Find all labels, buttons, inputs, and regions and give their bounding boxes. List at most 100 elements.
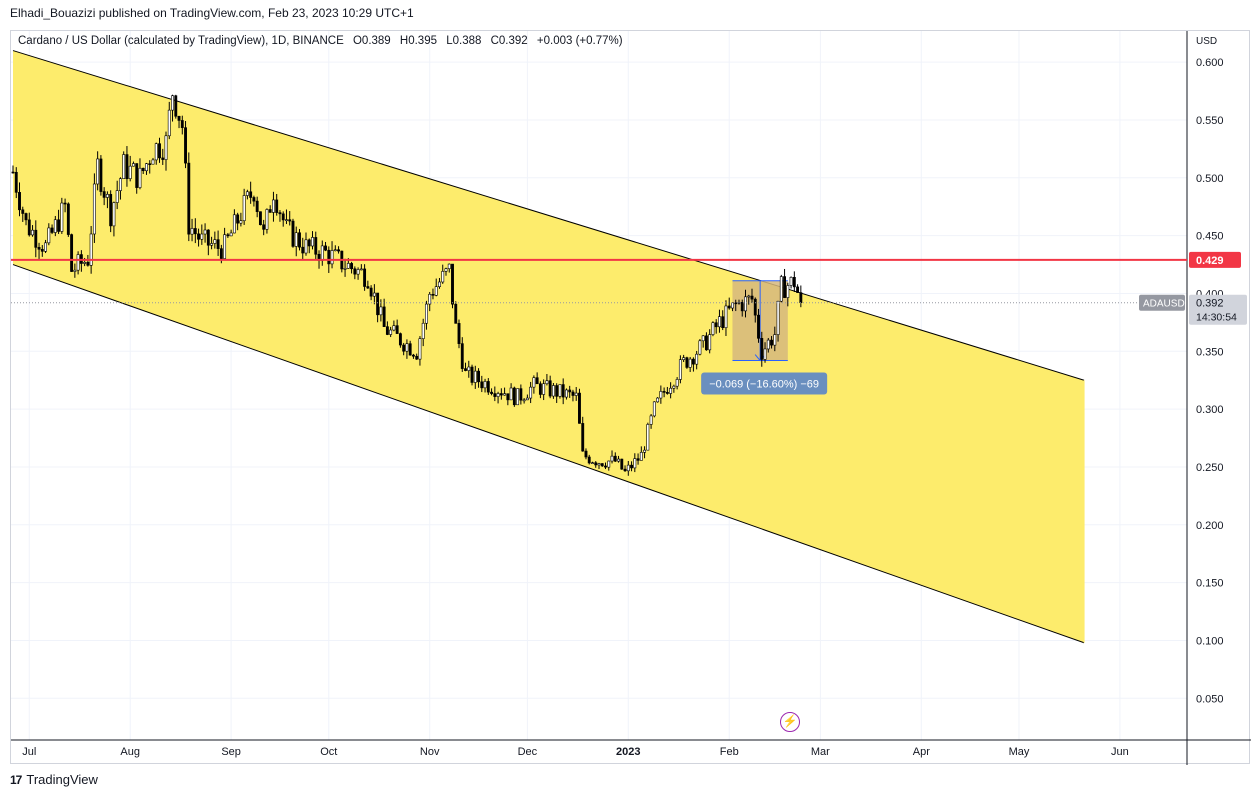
candle (50, 227, 54, 233)
candle (291, 220, 295, 247)
channel-lower-line (12, 264, 1085, 644)
candle (125, 154, 129, 179)
last-price-label-bg (1189, 294, 1247, 325)
y-tick-label: 0.350 (1196, 346, 1224, 358)
symbol-label: ADAUSD (1143, 299, 1185, 310)
candle (519, 388, 523, 401)
candle (607, 460, 611, 468)
candle (525, 397, 529, 401)
candle (298, 232, 301, 248)
candle (438, 281, 441, 287)
candle (89, 233, 93, 266)
candle (206, 229, 210, 246)
candle (174, 95, 178, 117)
y-tick-label: 0.050 (1196, 693, 1224, 705)
candle (242, 195, 246, 222)
candle (112, 202, 116, 227)
candle (11, 171, 15, 174)
candle (656, 397, 660, 403)
candle (542, 383, 546, 395)
y-tick-label: 0.550 (1196, 115, 1224, 127)
candle (327, 249, 331, 265)
candle (483, 381, 487, 389)
candle (320, 245, 324, 261)
tradingview-logo[interactable]: 17 TradingView (10, 772, 98, 787)
candle (66, 203, 70, 235)
candle (115, 190, 119, 203)
flash-icon[interactable]: ⚡ (780, 712, 800, 732)
candle (24, 213, 28, 221)
candle (688, 358, 692, 368)
legend-open: 0.389 (361, 35, 391, 47)
candle (447, 263, 451, 269)
candle (184, 127, 187, 164)
candle (288, 219, 292, 222)
x-tick-label: Apr (913, 746, 930, 758)
candle (639, 452, 643, 461)
candle (516, 388, 520, 406)
candle (343, 268, 347, 270)
candle (141, 167, 145, 172)
measure-label-bg (701, 372, 828, 395)
candle (760, 338, 764, 360)
candle (268, 209, 272, 213)
candle (428, 293, 432, 305)
candle (395, 325, 399, 334)
candle (659, 391, 663, 399)
candle (737, 302, 741, 304)
candle (490, 391, 494, 394)
candle (698, 340, 702, 355)
legend-open-label: O (352, 35, 362, 47)
candle (643, 449, 647, 453)
publisher-info: Elhadi_Bouazizi published on TradingView… (10, 6, 414, 20)
chart-frame[interactable]: 0.600 0.550 0.500 0.450 0.400 0.350 0.300 0.250… (10, 30, 1251, 765)
candle (132, 163, 135, 167)
x-tick-label: Dec (518, 746, 538, 758)
candle (96, 158, 100, 185)
x-tick-label: Feb (720, 746, 739, 758)
candle (245, 191, 249, 196)
candle (70, 234, 74, 272)
candle (610, 455, 614, 462)
candle (372, 292, 376, 297)
candle (548, 380, 552, 397)
candle (154, 143, 158, 161)
candle (571, 391, 575, 396)
candle (236, 214, 240, 224)
candle (766, 339, 770, 350)
candle (727, 305, 731, 309)
candle (649, 415, 653, 425)
candle (118, 178, 122, 191)
candle (366, 286, 370, 289)
y-tick-label: 0.450 (1196, 231, 1224, 243)
candle (258, 211, 262, 226)
candle (636, 458, 640, 461)
candle (630, 464, 633, 469)
candle (444, 268, 448, 272)
chart-legend: Cardano / US Dollar (calculated by Tradi… (18, 35, 623, 47)
candle (623, 468, 627, 472)
candle (522, 399, 526, 402)
candle (177, 115, 181, 121)
candle (617, 458, 620, 462)
candle (551, 385, 555, 397)
candle (301, 246, 305, 254)
candle (330, 250, 334, 265)
candle (652, 401, 656, 417)
candle (695, 353, 699, 365)
candle (304, 239, 308, 254)
legend-high-label: H (399, 35, 409, 47)
candle (600, 463, 604, 467)
candle (704, 335, 708, 351)
candle (529, 386, 533, 399)
candle (262, 224, 266, 230)
candle (789, 276, 793, 286)
candle (57, 219, 61, 232)
candle (669, 387, 673, 394)
candle (796, 286, 800, 293)
candle (53, 219, 57, 233)
candle (363, 268, 367, 287)
candle (724, 305, 728, 329)
candle (249, 191, 253, 198)
chart-svg[interactable]: 0.6000.5500.5000.4500.4000.3500.3000.250… (11, 31, 1251, 765)
